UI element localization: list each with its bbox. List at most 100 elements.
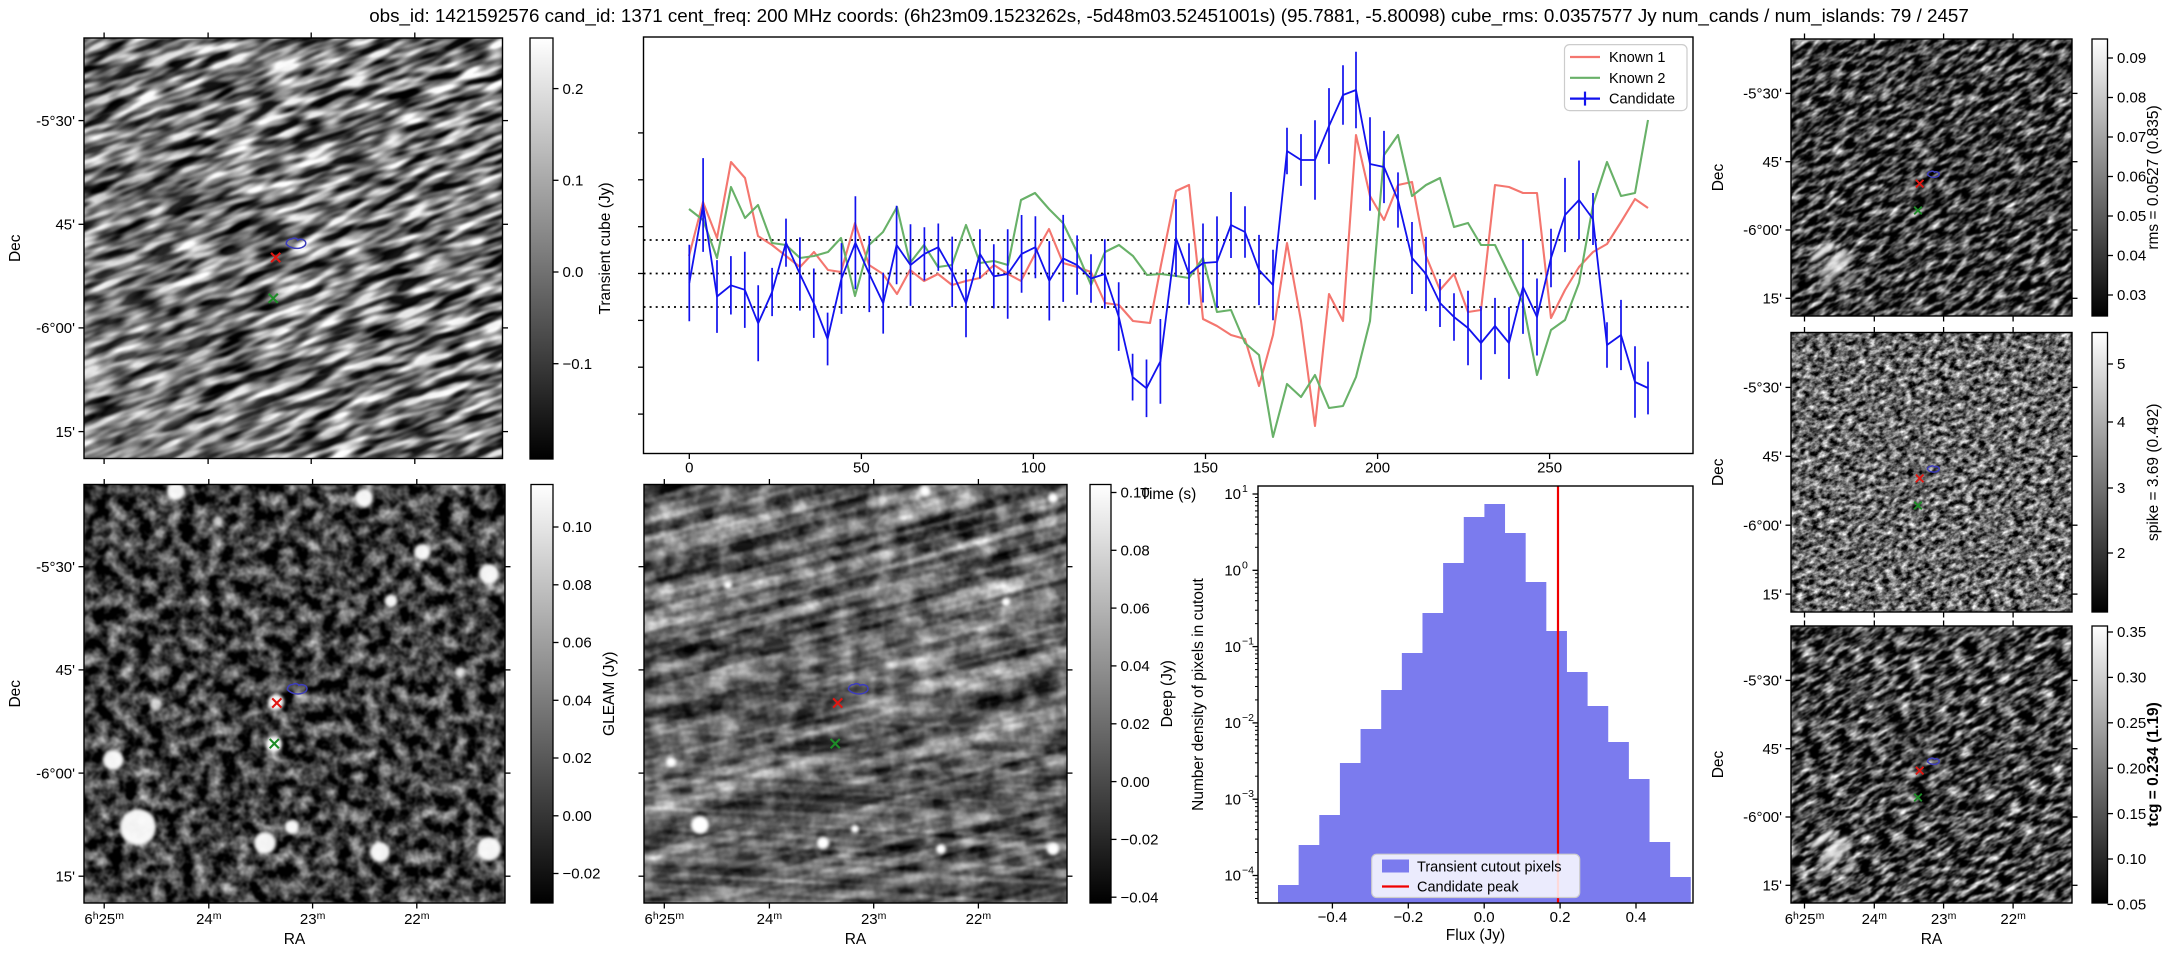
svg-text:15': 15' — [55, 868, 75, 885]
svg-text:Dec: Dec — [7, 234, 24, 262]
svg-text:10: 10 — [1224, 639, 1241, 656]
svg-text:4: 4 — [2117, 414, 2125, 431]
svg-text:RA: RA — [284, 931, 306, 948]
svg-text:−2: −2 — [1242, 712, 1254, 724]
svg-text:-5°30': -5°30' — [36, 113, 75, 130]
svg-text:Time (s): Time (s) — [1140, 486, 1196, 503]
svg-text:-6°00': -6°00' — [36, 765, 75, 782]
svg-text:200: 200 — [1365, 460, 1390, 477]
svg-text:5: 5 — [2117, 356, 2125, 373]
svg-text:GLEAM (Jy): GLEAM (Jy) — [601, 652, 618, 736]
svg-text:Transient cutout pixels: Transient cutout pixels — [1417, 860, 1562, 876]
svg-text:RA: RA — [1921, 931, 1943, 948]
svg-text:0.05: 0.05 — [2117, 897, 2146, 914]
svg-text:0.04: 0.04 — [563, 693, 592, 710]
svg-text:0.06: 0.06 — [2117, 169, 2146, 186]
svg-text:-6°00': -6°00' — [1743, 222, 1782, 239]
svg-text:Flux (Jy): Flux (Jy) — [1446, 927, 1505, 944]
svg-text:-6°00': -6°00' — [36, 320, 75, 337]
svg-text:0.0: 0.0 — [563, 264, 584, 281]
svg-text:−0.1: −0.1 — [563, 356, 593, 373]
svg-text:0.08: 0.08 — [563, 577, 592, 594]
svg-text:0.10: 0.10 — [2117, 851, 2146, 868]
svg-text:Candidate peak: Candidate peak — [1417, 880, 1519, 896]
svg-text:-5°30': -5°30' — [1743, 673, 1782, 690]
svg-text:15': 15' — [1762, 878, 1782, 895]
svg-text:tcg = 0.234 (1.19): tcg = 0.234 (1.19) — [2145, 702, 2162, 827]
svg-text:45': 45' — [1762, 449, 1782, 466]
svg-text:Deep (Jy): Deep (Jy) — [1159, 660, 1176, 727]
svg-text:150: 150 — [1193, 460, 1218, 477]
svg-text:Number density of pixels in cu: Number density of pixels in cutout — [1190, 578, 1207, 811]
svg-text:−0.02: −0.02 — [1121, 832, 1159, 849]
svg-text:0.09: 0.09 — [2117, 50, 2146, 67]
svg-text:3: 3 — [2117, 480, 2125, 497]
svg-text:−3: −3 — [1242, 788, 1254, 800]
svg-text:0.2: 0.2 — [563, 81, 584, 98]
svg-text:obs_id: 1421592576 cand_id: 13: obs_id: 1421592576 cand_id: 1371 cent_fr… — [369, 5, 1969, 27]
svg-text:0.02: 0.02 — [1121, 716, 1150, 733]
svg-text:250: 250 — [1537, 460, 1562, 477]
svg-text:0.10: 0.10 — [563, 519, 592, 536]
svg-text:0.35: 0.35 — [2117, 624, 2146, 641]
svg-text:0.02: 0.02 — [563, 750, 592, 767]
svg-text:100: 100 — [1021, 460, 1046, 477]
svg-text:45': 45' — [1762, 741, 1782, 758]
svg-text:0.00: 0.00 — [1121, 774, 1150, 791]
svg-text:0.06: 0.06 — [563, 635, 592, 652]
svg-text:10: 10 — [1224, 715, 1241, 732]
svg-text:0.2: 0.2 — [1550, 909, 1571, 926]
svg-text:0.0: 0.0 — [1474, 909, 1495, 926]
svg-text:0.20: 0.20 — [2117, 760, 2146, 777]
svg-text:Known 1: Known 1 — [1609, 50, 1665, 66]
svg-text:0.08: 0.08 — [1121, 543, 1150, 560]
svg-text:-6°00': -6°00' — [1743, 809, 1782, 826]
svg-text:0.03: 0.03 — [2117, 287, 2146, 304]
svg-text:0.07: 0.07 — [2117, 129, 2146, 146]
svg-text:10: 10 — [1224, 791, 1241, 808]
svg-text:0.10: 0.10 — [1121, 485, 1150, 502]
svg-text:0: 0 — [685, 460, 693, 477]
svg-text:−4: −4 — [1242, 865, 1254, 877]
svg-text:1: 1 — [1242, 483, 1248, 495]
svg-text:0.04: 0.04 — [1121, 658, 1150, 675]
svg-text:10: 10 — [1224, 563, 1241, 580]
svg-text:0.30: 0.30 — [2117, 670, 2146, 687]
svg-text:−0.4: −0.4 — [1318, 909, 1348, 926]
svg-text:0.04: 0.04 — [2117, 248, 2146, 265]
svg-text:−0.04: −0.04 — [1121, 889, 1159, 906]
svg-text:RA: RA — [845, 931, 867, 948]
svg-text:15': 15' — [1762, 291, 1782, 308]
svg-text:45': 45' — [55, 217, 75, 234]
svg-text:15': 15' — [55, 424, 75, 441]
svg-text:−1: −1 — [1242, 636, 1254, 648]
svg-text:0.05: 0.05 — [2117, 208, 2146, 225]
svg-text:0: 0 — [1242, 559, 1248, 571]
svg-text:0.25: 0.25 — [2117, 715, 2146, 732]
svg-text:50: 50 — [853, 460, 870, 477]
svg-text:10: 10 — [1224, 868, 1241, 885]
svg-text:0.06: 0.06 — [1121, 600, 1150, 617]
svg-text:Known 2: Known 2 — [1609, 71, 1665, 87]
svg-text:-6°00': -6°00' — [1743, 517, 1782, 534]
svg-text:Candidate: Candidate — [1609, 92, 1675, 108]
svg-text:rms = 0.0527 (0.835): rms = 0.0527 (0.835) — [2145, 105, 2162, 249]
svg-text:−0.02: −0.02 — [563, 866, 601, 883]
svg-text:0.1: 0.1 — [563, 173, 584, 190]
svg-text:10: 10 — [1224, 486, 1241, 503]
svg-text:15': 15' — [1762, 586, 1782, 603]
svg-text:0.15: 0.15 — [2117, 806, 2146, 823]
svg-text:Dec: Dec — [1710, 163, 1727, 191]
svg-text:-5°30': -5°30' — [1743, 380, 1782, 397]
svg-text:45': 45' — [1762, 154, 1782, 171]
svg-text:-5°30': -5°30' — [1743, 86, 1782, 103]
svg-text:0.4: 0.4 — [1626, 909, 1647, 926]
svg-text:0.00: 0.00 — [563, 808, 592, 825]
svg-text:45': 45' — [55, 662, 75, 679]
svg-text:Dec: Dec — [1710, 458, 1727, 486]
svg-text:Dec: Dec — [7, 680, 24, 708]
svg-text:−0.2: −0.2 — [1393, 909, 1423, 926]
svg-text:spike = 3.69 (0.492): spike = 3.69 (0.492) — [2145, 404, 2162, 541]
svg-text:0.08: 0.08 — [2117, 90, 2146, 107]
svg-text:2: 2 — [2117, 545, 2125, 562]
